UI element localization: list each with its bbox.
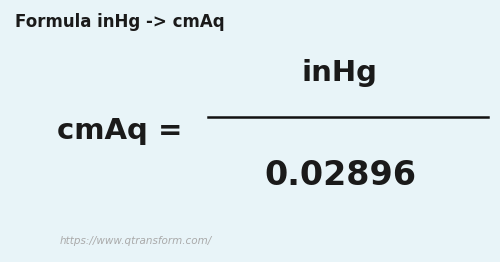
Text: inHg: inHg (302, 59, 378, 87)
Text: https://www.qtransform.com/: https://www.qtransform.com/ (60, 236, 212, 246)
Text: 0.02896: 0.02896 (264, 159, 416, 192)
Text: cmAq =: cmAq = (57, 117, 183, 145)
Text: Formula inHg -> cmAq: Formula inHg -> cmAq (15, 13, 225, 31)
